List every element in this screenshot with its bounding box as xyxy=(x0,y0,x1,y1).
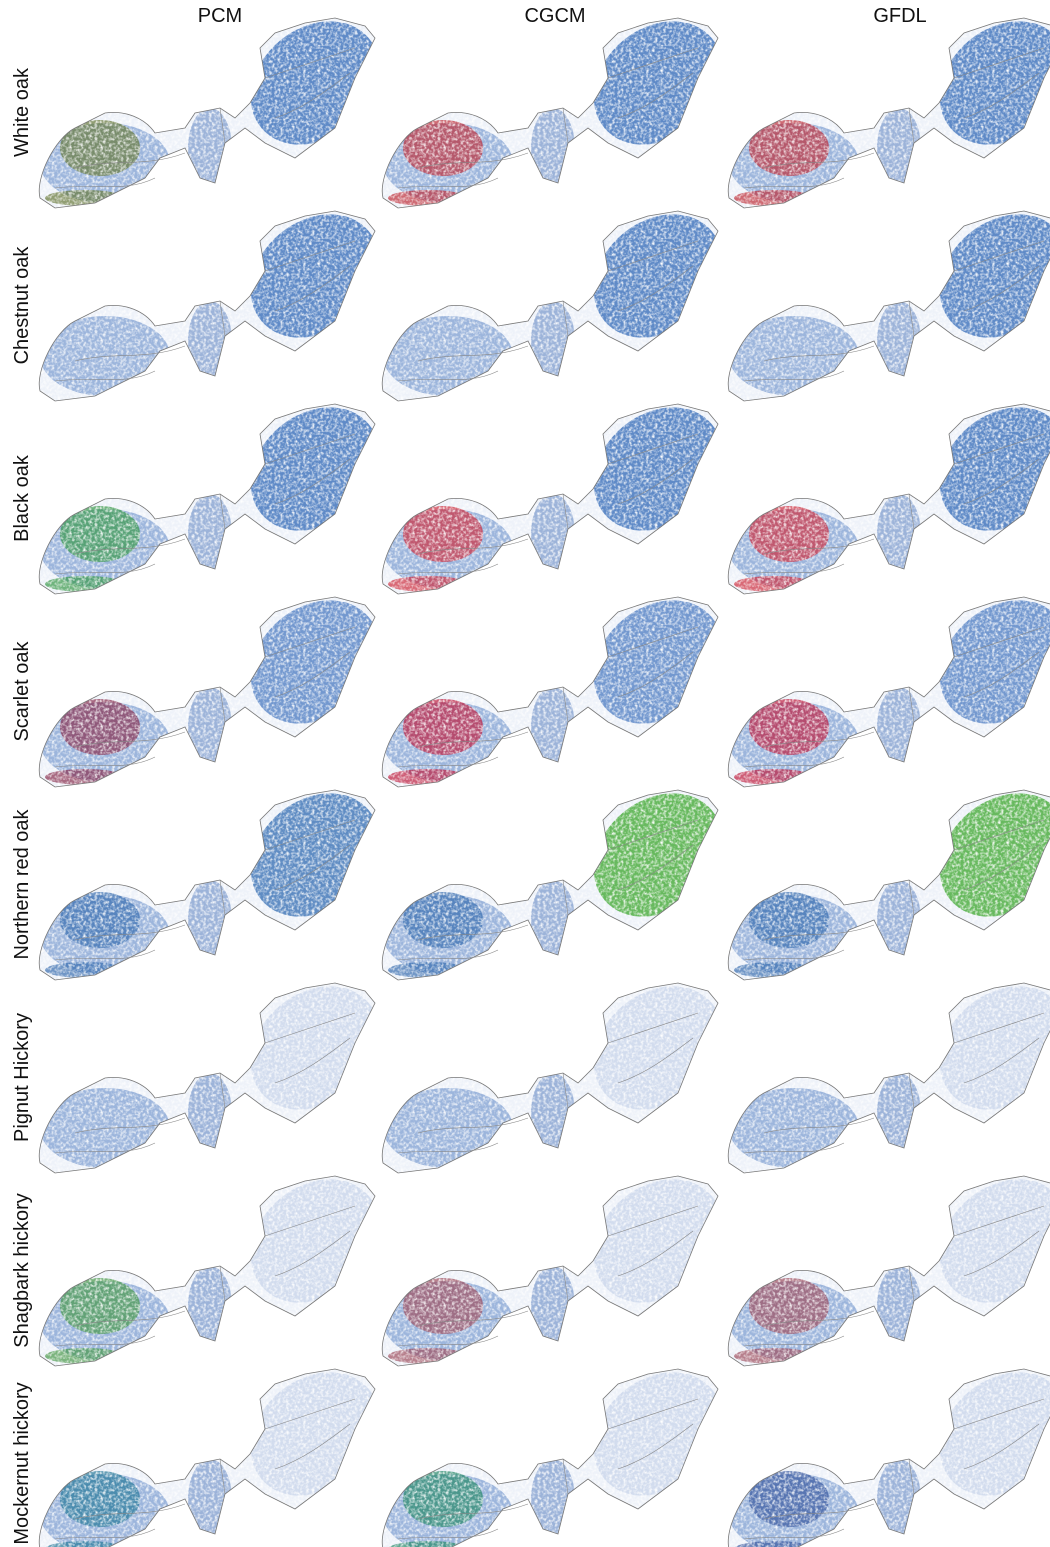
map-panel xyxy=(724,961,1050,1173)
speckle xyxy=(378,1369,718,1547)
map-panel xyxy=(724,575,1050,787)
map-shading xyxy=(35,961,404,1173)
column-header: GFDL xyxy=(873,5,926,27)
speckle xyxy=(724,790,1050,980)
map-shading xyxy=(724,0,1050,208)
map-panel xyxy=(378,189,747,401)
map-shading xyxy=(35,382,404,594)
map-panel xyxy=(724,768,1050,980)
map-shading xyxy=(35,575,404,787)
speckle xyxy=(724,18,1050,208)
speckle xyxy=(724,597,1050,787)
panel-grid xyxy=(35,0,1050,1547)
row-label: White oak xyxy=(11,67,33,157)
map-shading xyxy=(724,189,1050,401)
map-shading xyxy=(378,0,747,208)
row-label: Mockernut hickory xyxy=(11,1382,33,1544)
map-panel xyxy=(378,575,747,787)
map-shading xyxy=(724,768,1050,980)
speckle xyxy=(724,1176,1050,1366)
map-shading xyxy=(378,575,747,787)
row-label: Shagbark hickory xyxy=(11,1193,33,1348)
map-shading xyxy=(35,768,404,980)
row-label: Chestnut oak xyxy=(11,246,33,365)
map-shading xyxy=(35,1154,404,1366)
speckle xyxy=(35,1369,375,1547)
map-panel xyxy=(378,1154,747,1366)
map-panel xyxy=(724,0,1050,208)
map-panel xyxy=(35,382,404,594)
map-panel xyxy=(35,0,404,208)
map-panel xyxy=(35,961,404,1173)
map-shading xyxy=(378,382,747,594)
map-shading xyxy=(378,189,747,401)
map-shading xyxy=(35,0,404,208)
speckle xyxy=(724,1369,1050,1547)
column-header: CGCM xyxy=(524,5,585,27)
map-shading xyxy=(378,768,747,980)
map-panel xyxy=(724,1347,1050,1547)
map-shading xyxy=(378,1154,747,1366)
map-panel xyxy=(35,1347,404,1547)
row-label: Pignut Hickory xyxy=(11,1013,33,1142)
row-label: Scarlet oak xyxy=(11,640,33,741)
map-panel xyxy=(378,961,747,1173)
map-shading xyxy=(724,382,1050,594)
speckle xyxy=(724,211,1050,401)
speckle xyxy=(724,404,1050,594)
map-panel xyxy=(378,382,747,594)
map-panel xyxy=(378,0,747,208)
row-label: Northern red oak xyxy=(11,808,33,959)
figure: PCM CGCM GFDL White oak Chestnut oak Black oa… xyxy=(0,0,1050,1547)
map-panel xyxy=(724,382,1050,594)
map-shading xyxy=(724,1154,1050,1366)
speckle xyxy=(724,983,1050,1173)
map-panel xyxy=(35,1154,404,1366)
map-panel xyxy=(35,575,404,787)
map-shading xyxy=(378,961,747,1173)
map-shading xyxy=(724,961,1050,1173)
map-panel xyxy=(378,768,747,980)
map-shading xyxy=(35,189,404,401)
row-label: Black oak xyxy=(11,454,33,542)
column-header: PCM xyxy=(198,5,242,27)
map-panel xyxy=(378,1347,747,1547)
map-panel xyxy=(724,189,1050,401)
map-panel xyxy=(724,1154,1050,1366)
map-panel xyxy=(35,189,404,401)
map-shading xyxy=(724,575,1050,787)
map-panel xyxy=(35,768,404,980)
